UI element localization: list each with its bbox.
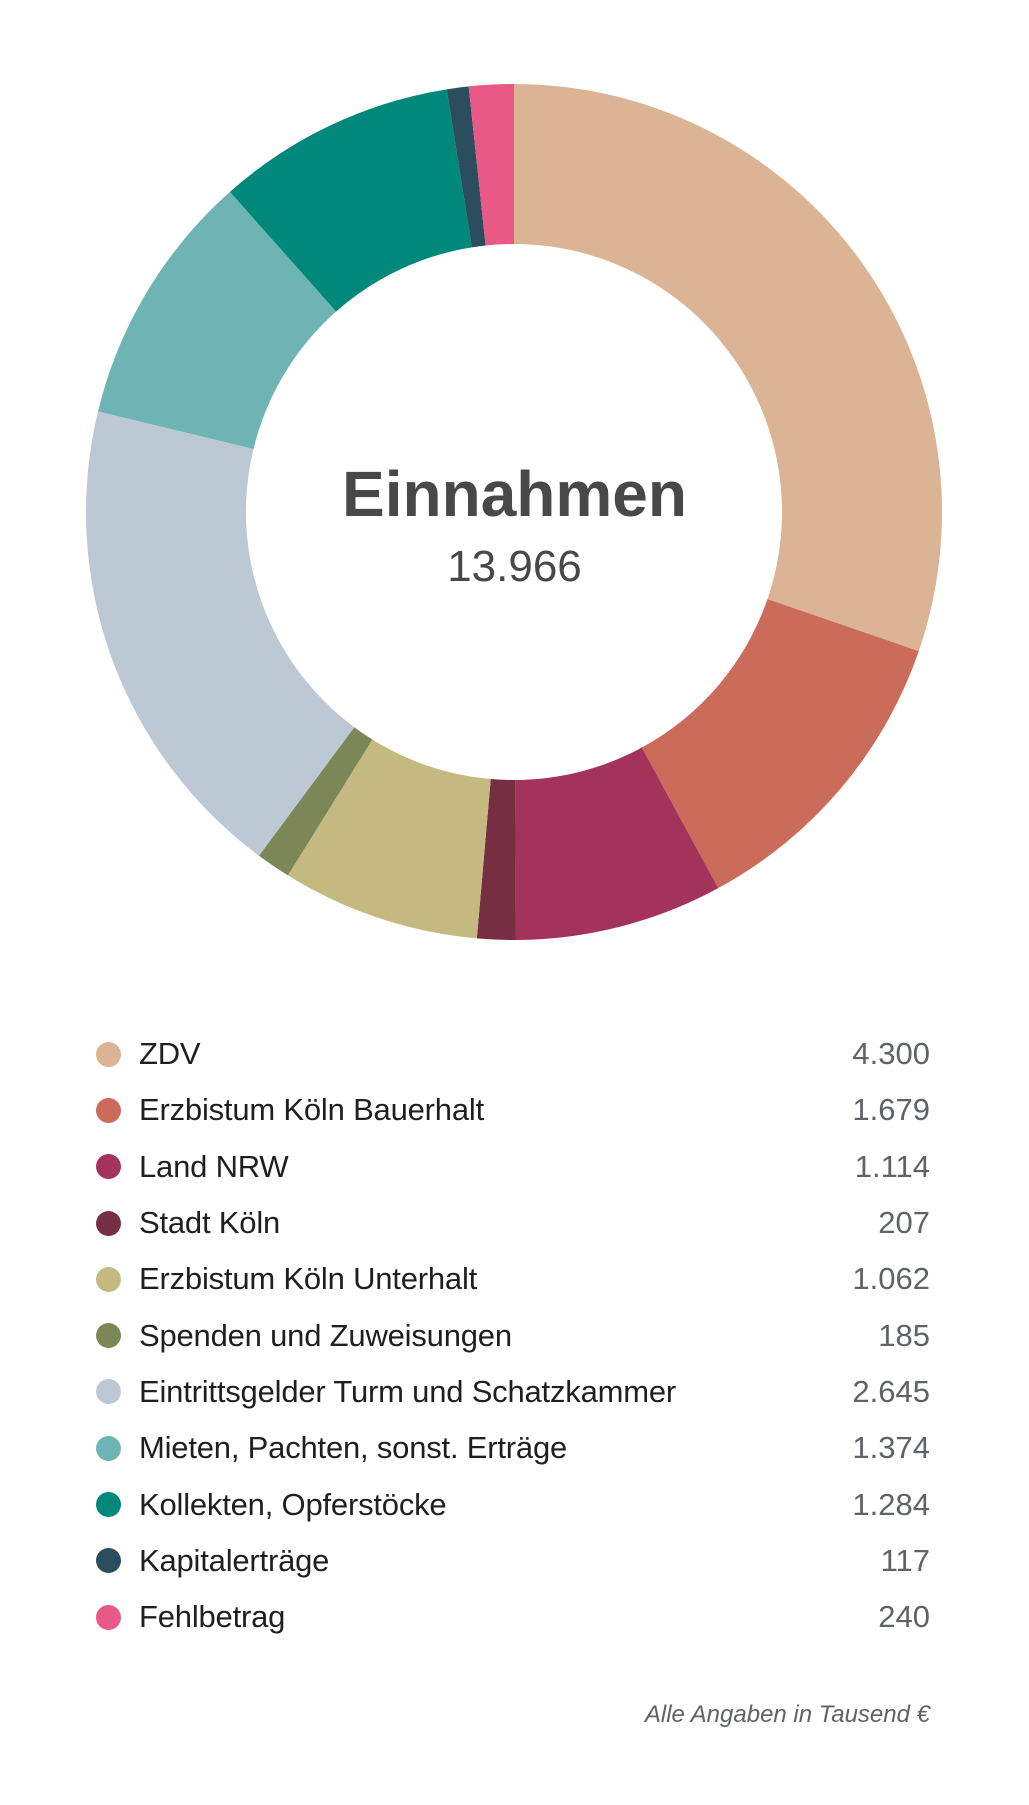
legend-item: Land NRW 1.114: [96, 1139, 930, 1195]
legend-value: 240: [878, 1599, 930, 1635]
legend-swatch-icon: [96, 1097, 121, 1123]
legend-item: Spenden und Zuweisungen 185: [96, 1307, 930, 1363]
legend-swatch-icon: [96, 1210, 121, 1236]
legend-label: Kollekten, Opferstöcke: [139, 1486, 447, 1522]
legend-item: Mieten, Pachten, sonst. Erträge 1.374: [96, 1420, 930, 1476]
donut-slice-4: [476, 778, 516, 940]
legend-swatch-icon: [96, 1548, 121, 1574]
legend-item: Kapitalerträge 117: [96, 1533, 930, 1589]
legend: ZDV 4.300 Erzbistum Köln Bauerhalt 1.679 Lan…: [96, 1026, 930, 1645]
legend-swatch-icon: [96, 1154, 121, 1180]
donut-slice-11: [468, 84, 514, 246]
legend-value: 207: [878, 1205, 930, 1241]
legend-swatch-icon: [96, 1266, 121, 1292]
legend-label: Erzbistum Köln Unterhalt: [139, 1261, 478, 1297]
legend-swatch-icon: [96, 1604, 121, 1630]
donut-slice-8: [98, 191, 337, 449]
legend-value: 1.062: [852, 1261, 930, 1297]
legend-value: 1.679: [852, 1092, 930, 1128]
donut-slice-10: [446, 86, 486, 248]
donut-slice-5: [287, 739, 491, 939]
donut-slice-9: [229, 89, 472, 312]
legend-swatch-icon: [96, 1041, 121, 1067]
legend-label: Mieten, Pachten, sonst. Erträge: [139, 1430, 568, 1466]
legend-item: ZDV 4.300: [96, 1026, 930, 1082]
legend-label: Fehlbetrag: [139, 1599, 286, 1635]
legend-swatch-icon: [96, 1379, 121, 1405]
legend-label: Stadt Köln: [139, 1205, 281, 1241]
legend-value: 2.645: [852, 1373, 930, 1409]
legend-swatch-icon: [96, 1323, 121, 1349]
legend-value: 1.284: [852, 1486, 930, 1522]
legend-item: Eintrittsgelder Turm und Schatzkammer 2.6…: [96, 1364, 930, 1420]
donut-chart: [85, 84, 943, 940]
legend-item: Kollekten, Opferstöcke 1.284: [96, 1476, 930, 1532]
donut-slice-1: [514, 84, 943, 652]
donut-slice-7: [85, 411, 355, 856]
legend-value: 1.374: [852, 1430, 930, 1466]
legend-label: ZDV: [139, 1036, 201, 1072]
legend-label: Spenden und Zuweisungen: [139, 1317, 512, 1353]
legend-item: Stadt Köln 207: [96, 1195, 930, 1251]
legend-item: Fehlbetrag 240: [96, 1589, 930, 1645]
legend-label: Land NRW: [139, 1148, 289, 1184]
legend-value: 117: [880, 1542, 930, 1578]
donut-center-title: Einnahmen: [342, 458, 687, 530]
legend-item: Erzbistum Köln Unterhalt 1.062: [96, 1251, 930, 1307]
legend-swatch-icon: [96, 1492, 121, 1518]
donut-slice-3: [515, 747, 719, 940]
legend-label: Kapitalerträge: [139, 1542, 330, 1578]
donut-slice-2: [641, 599, 919, 889]
legend-label: Eintrittsgelder Turm und Schatzkammer: [139, 1373, 677, 1409]
legend-item: Erzbistum Köln Bauerhalt 1.679: [96, 1082, 930, 1138]
legend-swatch-icon: [96, 1435, 121, 1461]
unit-footnote: Alle Angaben in Tausend €: [644, 1701, 930, 1728]
legend-label: Erzbistum Köln Bauerhalt: [139, 1092, 484, 1128]
legend-value: 4.300: [852, 1036, 930, 1072]
donut-slice-6: [258, 727, 373, 876]
legend-value: 1.114: [854, 1148, 930, 1184]
legend-value: 185: [878, 1317, 930, 1353]
donut-center-total: 13.966: [447, 542, 582, 591]
